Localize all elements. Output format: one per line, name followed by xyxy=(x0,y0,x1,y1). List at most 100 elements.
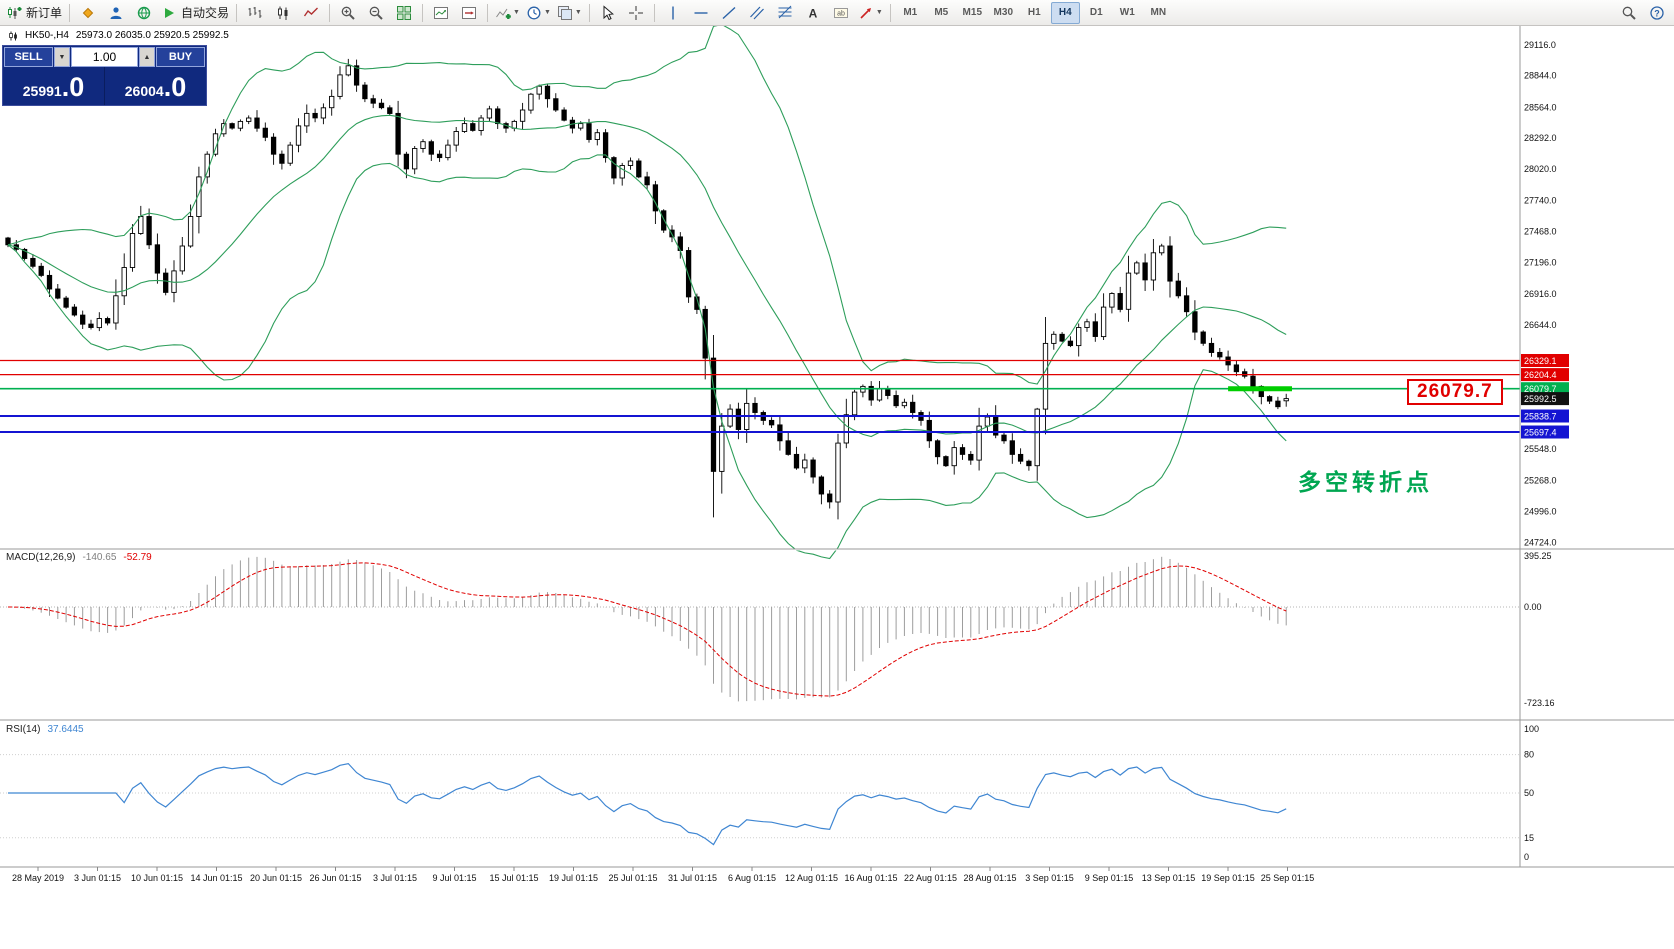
candlestick-series xyxy=(5,58,1289,520)
x-axis-label: 25 Sep 01:15 xyxy=(1261,873,1315,883)
macd-axis-label: -723.16 xyxy=(1524,698,1555,708)
volume-dropdown[interactable]: ▼ xyxy=(54,47,70,67)
bar-chart-button[interactable] xyxy=(241,2,269,24)
sell-button[interactable]: SELL xyxy=(4,47,53,67)
candle-body xyxy=(113,295,119,324)
y-axis-label: 28564.0 xyxy=(1524,102,1557,112)
x-axis-label: 22 Aug 01:15 xyxy=(904,873,957,883)
x-axis-label: 9 Sep 01:15 xyxy=(1085,873,1134,883)
price-tag-26204.4[interactable]: 26204.4 xyxy=(1521,368,1569,382)
community-icon-button[interactable] xyxy=(130,2,158,24)
periods-button[interactable]: ▼ xyxy=(523,2,554,24)
timeframe-m5[interactable]: M5 xyxy=(934,7,949,18)
candle-body xyxy=(578,123,584,129)
candle-body xyxy=(1183,295,1190,313)
toolbar-separator xyxy=(69,3,71,22)
timeframe-w1[interactable]: W1 xyxy=(1119,7,1135,18)
mql5-icon-button[interactable] xyxy=(74,2,102,24)
chart-shift-button[interactable] xyxy=(455,2,483,24)
candle-body xyxy=(163,272,169,293)
candle-body xyxy=(652,184,659,212)
rsi-label: RSI(14) 37.6445 xyxy=(6,724,84,735)
volume-input[interactable] xyxy=(71,47,138,67)
candle-body xyxy=(179,245,185,272)
arrows-button[interactable]: ▼ xyxy=(855,2,886,24)
timeframe-m15[interactable]: M15 xyxy=(962,7,982,18)
price-tag-26079.7[interactable]: 26079.7 xyxy=(1521,382,1569,396)
channel-button[interactable] xyxy=(743,2,771,24)
horizontal-line-button[interactable] xyxy=(687,2,715,24)
candle-body xyxy=(387,107,393,114)
macd-axis-label: 0.00 xyxy=(1524,602,1542,612)
auto-scroll-button[interactable] xyxy=(427,2,455,24)
zoom-out-button[interactable] xyxy=(362,2,390,24)
timeframe-h4[interactable]: H4 xyxy=(1050,1,1080,24)
fibonacci-button[interactable] xyxy=(771,2,799,24)
candle-body xyxy=(1084,321,1090,328)
y-axis-label: 28020.0 xyxy=(1524,164,1557,174)
candle-body xyxy=(478,117,484,131)
tile-windows-button[interactable] xyxy=(390,2,418,24)
candle-body xyxy=(934,440,941,458)
candle-body xyxy=(611,157,617,179)
price-tag-25838.7-text: 25838.7 xyxy=(1524,412,1557,422)
timeframe-m1[interactable]: M1 xyxy=(903,7,918,18)
buy-button[interactable]: BUY xyxy=(156,47,205,67)
candle-body xyxy=(1059,333,1065,342)
chart-canvas[interactable]: 29116.0 28844.0 28564.0 28292.0 28020.0 27740… xyxy=(0,23,1674,949)
candle-plus-icon xyxy=(6,5,22,21)
search-button[interactable] xyxy=(1615,2,1643,24)
candles-icon xyxy=(275,5,291,21)
candle-body xyxy=(129,233,136,268)
candle-body xyxy=(1017,453,1024,462)
label-button[interactable]: ab xyxy=(827,2,855,24)
timeframe-m30[interactable]: M30 xyxy=(993,7,1013,18)
help-button[interactable]: ? xyxy=(1643,2,1671,24)
price-level-callout[interactable]: 26079.7 xyxy=(1407,379,1503,405)
macd-label: MACD(12,26,9) -140.65 -52.79 xyxy=(6,552,152,563)
candle-body xyxy=(1042,342,1049,410)
line-chart-button[interactable] xyxy=(297,2,325,24)
candle-body xyxy=(88,323,94,328)
profile-icon-button[interactable] xyxy=(102,2,130,24)
price-tag-26329.1[interactable]: 26329.1 xyxy=(1521,354,1569,367)
vertical-line-button[interactable] xyxy=(659,2,687,24)
timeframe-mn[interactable]: MN xyxy=(1150,7,1167,18)
new-order-button[interactable]: 新订单 xyxy=(3,2,65,24)
candle-body xyxy=(1034,408,1040,467)
indicators-button[interactable]: ▼ xyxy=(492,2,523,24)
candle-body xyxy=(536,85,542,95)
price-tag-25838.7[interactable]: 25838.7 xyxy=(1521,409,1569,423)
timeframe-h1[interactable]: H1 xyxy=(1027,7,1041,18)
candle-body xyxy=(403,153,410,170)
current-price-tag[interactable]: 25992.5 xyxy=(1521,392,1569,406)
volume-stepper[interactable]: ▲ xyxy=(139,47,155,67)
timeframe-d1[interactable]: D1 xyxy=(1089,7,1103,18)
candle-body xyxy=(1217,351,1223,358)
autotrade-button[interactable]: 自动交易 xyxy=(158,2,232,24)
buy-price[interactable]: 26004.0 xyxy=(105,67,206,105)
price-tag-26204.4-text: 26204.4 xyxy=(1524,370,1557,380)
templates-button[interactable]: ▼ xyxy=(554,2,585,24)
candle-body xyxy=(254,117,260,129)
candle-body xyxy=(395,112,401,155)
svg-text:A: A xyxy=(809,6,818,20)
cursor-button[interactable] xyxy=(594,2,622,24)
candle-body xyxy=(519,109,526,122)
text-button[interactable]: A xyxy=(799,2,827,24)
sell-price[interactable]: 25991.0 xyxy=(3,67,104,105)
chevron-down-icon: ▼ xyxy=(513,9,520,16)
candle-body xyxy=(1159,245,1165,254)
candle-body xyxy=(885,388,891,396)
chevron-down-icon: ▼ xyxy=(875,9,883,16)
candle-body xyxy=(528,93,534,111)
candle-body xyxy=(901,401,908,407)
zoom-in-button[interactable] xyxy=(334,2,362,24)
trendline-button[interactable] xyxy=(715,2,743,24)
candle-chart-button[interactable] xyxy=(269,2,297,24)
layers-icon xyxy=(557,5,573,21)
candle-body xyxy=(428,141,434,155)
crosshair-button[interactable] xyxy=(622,2,650,24)
price-tag-25697.4[interactable]: 25697.4 xyxy=(1521,425,1569,439)
candle-body xyxy=(337,74,343,97)
